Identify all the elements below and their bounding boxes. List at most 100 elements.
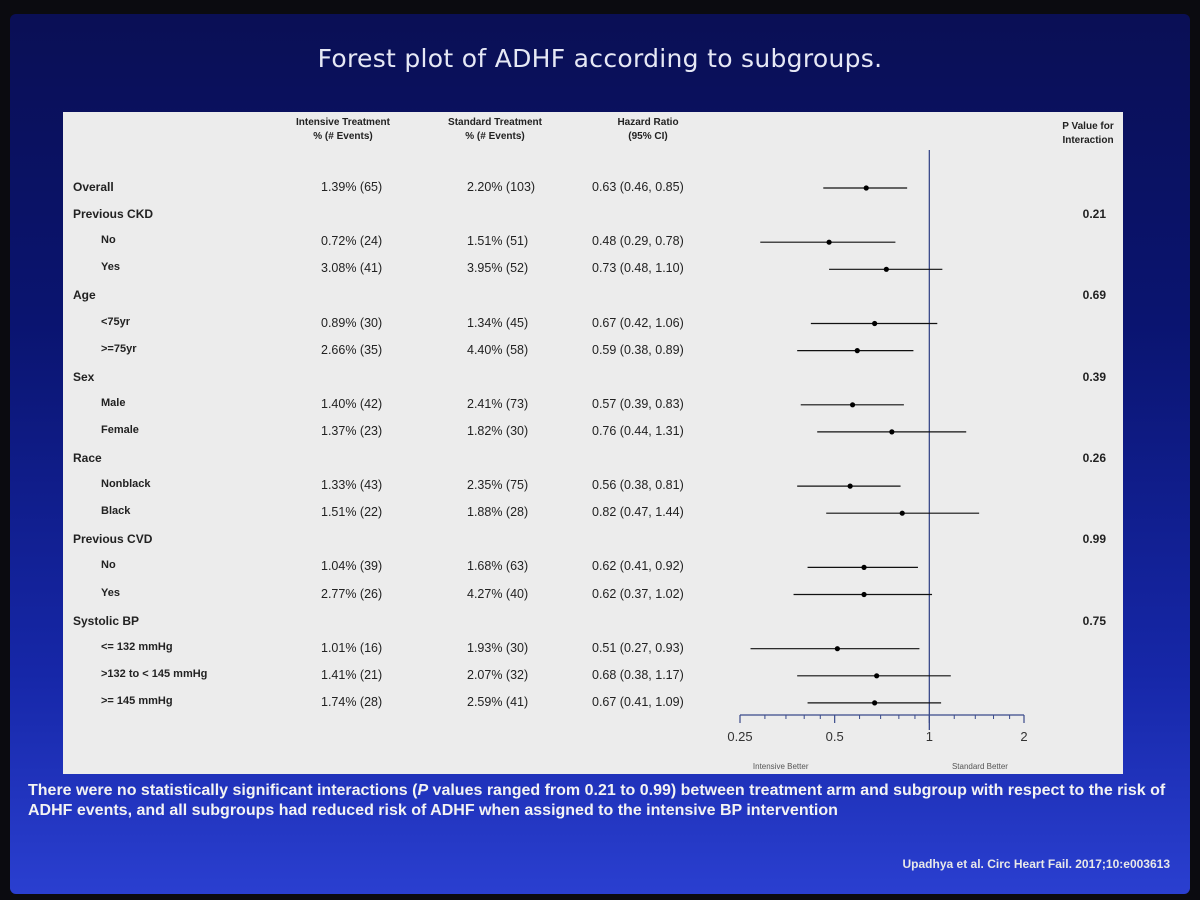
col-head-intensive: Intensive Treatment % (# Events) — [263, 116, 423, 144]
cell-hazard-ratio: 0.62 (0.37, 1.02) — [592, 586, 684, 601]
x-tick-label: 1 — [926, 729, 933, 744]
row-label-group: Previous CVD — [73, 532, 153, 547]
cell-standard: 2.59% (41) — [467, 694, 529, 709]
slide-title: Forest plot of ADHF according to subgrou… — [317, 44, 883, 73]
cell-hazard-ratio: 0.68 (0.38, 1.17) — [592, 667, 684, 682]
cell-intensive: 0.72% (24) — [321, 234, 383, 249]
row-label-group: Age — [73, 288, 96, 303]
row-label-group: Race — [73, 451, 102, 465]
cell-intensive: 1.41% (21) — [321, 667, 383, 682]
row-label-subgroup: Male — [101, 396, 126, 409]
cell-intensive: 1.39% (65) — [321, 180, 383, 194]
cell-standard: 2.20% (103) — [467, 180, 536, 194]
cell-hazard-ratio: 0.73 (0.48, 1.10) — [592, 261, 684, 276]
cell-standard: 4.27% (40) — [467, 586, 529, 601]
cell-intensive: 1.40% (42) — [321, 396, 383, 411]
cell-standard: 3.95% (52) — [467, 261, 529, 276]
cell-pvalue: 0.26 — [1082, 451, 1106, 465]
cell-intensive: 1.51% (22) — [321, 505, 383, 520]
point-estimate — [847, 483, 853, 489]
cell-intensive: 1.74% (28) — [321, 694, 383, 709]
row-label-subgroup: >= 145 mmHg — [101, 694, 173, 707]
point-estimate — [826, 239, 832, 245]
cell-hazard-ratio: 0.63 (0.46, 0.85) — [592, 180, 684, 194]
cell-standard: 1.68% (63) — [467, 559, 529, 574]
x-tick-label: 2 — [1020, 729, 1027, 744]
cell-standard: 2.07% (32) — [467, 667, 529, 682]
x-tick-label: 0.25 — [727, 729, 752, 744]
row-label-subgroup: No — [101, 234, 116, 247]
row-label-group: Sex — [73, 369, 95, 384]
col-head-standard: Standard Treatment % (# Events) — [415, 116, 575, 144]
cell-hazard-ratio: 0.67 (0.42, 1.06) — [592, 315, 684, 330]
col-head-hr-line2: (95% CI) — [628, 131, 668, 142]
row-label-group: Overall — [73, 180, 114, 194]
point-estimate — [872, 320, 878, 327]
cell-standard: 2.41% (73) — [467, 396, 529, 411]
cell-intensive: 0.89% (30) — [321, 315, 383, 330]
footnote-text-end: values ranged from 0.21 to 0.99) between… — [28, 782, 1166, 819]
row-label-subgroup: Female — [101, 423, 139, 436]
forest-plot-svg: 0.25 0.5 1 2 — [727, 150, 1028, 744]
footnote-text-start: There were no statistically significant … — [28, 782, 418, 799]
point-estimate — [834, 646, 840, 652]
cell-intensive: 1.04% (39) — [321, 559, 383, 574]
point-estimate — [861, 564, 867, 570]
cell-intensive: 1.33% (43) — [321, 478, 383, 493]
row-label-group: Systolic BP — [73, 613, 140, 628]
row-label-subgroup: Yes — [101, 586, 120, 599]
point-estimate — [883, 266, 889, 272]
axis-left-label: Intensive Better — [752, 762, 809, 771]
col-head-intensive-line2: % (# Events) — [313, 131, 373, 142]
col-head-pvalue: P Value for Interaction — [1053, 120, 1123, 148]
cell-hazard-ratio: 0.82 (0.47, 1.44) — [592, 505, 684, 520]
cell-pvalue: 0.69 — [1082, 288, 1106, 303]
cell-standard: 1.34% (45) — [467, 315, 529, 330]
footnote-p-italic: P — [417, 782, 429, 799]
cell-intensive: 1.37% (23) — [321, 423, 383, 438]
cell-standard: 1.82% (30) — [467, 423, 529, 438]
cell-pvalue: 0.99 — [1082, 532, 1106, 547]
cell-hazard-ratio: 0.62 (0.41, 0.92) — [592, 559, 684, 574]
cell-hazard-ratio: 0.76 (0.44, 1.31) — [592, 423, 684, 438]
row-label-subgroup: <= 132 mmHg — [101, 640, 173, 653]
cell-intensive: 3.08% (41) — [321, 261, 383, 276]
point-estimate — [863, 185, 869, 191]
cell-hazard-ratio: 0.48 (0.29, 0.78) — [592, 234, 684, 249]
cell-intensive: 1.01% (16) — [321, 640, 383, 655]
point-estimate — [861, 591, 867, 598]
cell-standard: 4.40% (58) — [467, 342, 529, 357]
row-label-subgroup: Yes — [101, 261, 120, 274]
cell-intensive: 2.66% (35) — [321, 342, 383, 357]
col-head-hr-line1: Hazard Ratio — [617, 117, 679, 128]
row-label-subgroup: <75yr — [101, 315, 131, 328]
col-head-standard-line2: % (# Events) — [465, 131, 525, 142]
row-label-subgroup: >132 to < 145 mmHg — [101, 667, 208, 680]
cell-standard: 1.88% (28) — [467, 505, 529, 520]
col-head-pvalue-line1: P Value for — [1062, 121, 1114, 132]
point-estimate — [872, 700, 878, 706]
cell-standard: 1.51% (51) — [467, 234, 529, 249]
axis-right-label: Standard Better — [951, 762, 1008, 771]
cell-pvalue: 0.39 — [1082, 369, 1106, 384]
point-estimate — [889, 429, 895, 435]
point-estimate — [899, 510, 905, 516]
col-head-pvalue-line2: Interaction — [1062, 135, 1114, 146]
x-tick-label: 0.5 — [826, 729, 844, 744]
citation: Upadhya et al. Circ Heart Fail. 2017;10:… — [902, 857, 1170, 871]
forest-plot-panel: Intensive Treatment % (# Events) Standar… — [63, 112, 1123, 774]
cell-standard: 1.93% (30) — [467, 640, 529, 655]
cell-intensive: 2.77% (26) — [321, 586, 383, 601]
row-label-subgroup: No — [101, 559, 116, 572]
cell-pvalue: 0.21 — [1082, 207, 1106, 222]
cell-hazard-ratio: 0.67 (0.41, 1.09) — [592, 694, 684, 709]
row-label-subgroup: Black — [101, 505, 131, 518]
cell-pvalue: 0.75 — [1082, 613, 1106, 628]
point-estimate — [874, 673, 880, 679]
col-head-intensive-line1: Intensive Treatment — [296, 117, 390, 128]
row-label-group: Previous CKD — [73, 207, 154, 222]
cell-hazard-ratio: 0.59 (0.38, 0.89) — [592, 342, 684, 357]
slide-footnote: There were no statistically significant … — [28, 781, 1178, 821]
point-estimate — [854, 348, 860, 354]
cell-hazard-ratio: 0.51 (0.27, 0.93) — [592, 640, 684, 655]
